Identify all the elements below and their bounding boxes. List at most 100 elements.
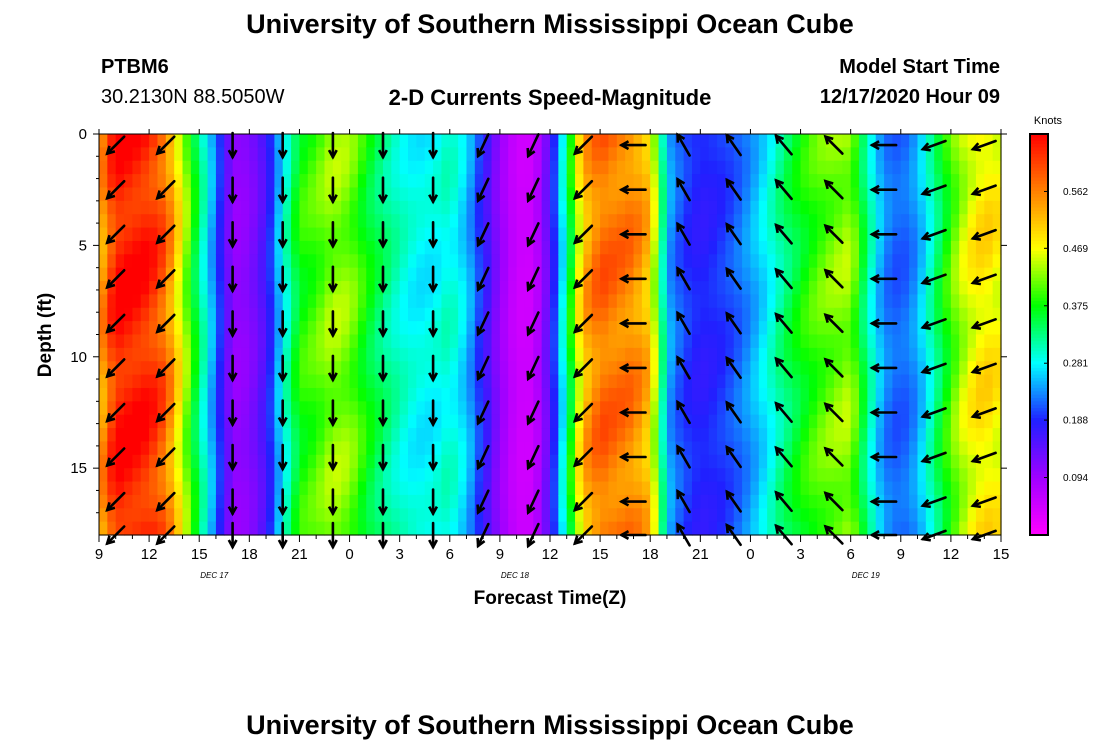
- heatmap-cell: [115, 334, 125, 349]
- heatmap-cell: [992, 508, 1002, 523]
- heatmap-cell: [934, 281, 944, 295]
- heatmap-cell: [433, 281, 443, 295]
- heatmap-cell: [458, 174, 468, 189]
- current-arrow: [155, 358, 176, 379]
- heatmap-cell: [199, 387, 209, 402]
- heatmap-cell: [199, 414, 209, 429]
- heatmap-cell: [174, 468, 184, 483]
- heatmap-cell: [558, 174, 568, 189]
- heatmap-cell: [767, 387, 777, 402]
- colorbar-swatch: [1030, 157, 1048, 162]
- current-arrow: [970, 496, 997, 509]
- current-arrow: [227, 176, 238, 205]
- heatmap-cell: [967, 227, 977, 242]
- colorbar-swatch: [1030, 170, 1048, 175]
- heatmap-cell: [842, 214, 852, 229]
- heatmap-cell: [641, 347, 651, 362]
- heatmap-cell: [474, 454, 484, 469]
- current-arrow: [572, 135, 594, 156]
- heatmap-cell: [934, 227, 944, 242]
- heatmap-cell: [967, 214, 977, 229]
- heatmap-cell: [625, 214, 635, 229]
- heatmap-cell: [215, 147, 225, 162]
- heatmap-cell: [658, 387, 668, 402]
- heatmap-cell: [474, 214, 484, 229]
- heatmap-cell: [566, 361, 576, 376]
- heatmap-cell: [892, 387, 902, 402]
- heatmap-cell: [550, 187, 559, 202]
- footer-title: University of Southern Mississippi Ocean…: [246, 710, 854, 740]
- heatmap-cell: [708, 294, 718, 309]
- heatmap-cell: [165, 187, 175, 202]
- colorbar-swatch: [1030, 160, 1048, 165]
- heatmap-cell: [650, 428, 660, 443]
- heatmap-cell: [274, 508, 284, 523]
- heatmap-cell: [316, 227, 326, 242]
- heatmap-cell: [683, 227, 693, 242]
- current-arrow: [526, 489, 540, 515]
- heatmap-cell: [783, 294, 793, 309]
- heatmap-cell: [391, 414, 401, 429]
- heatmap-cell: [266, 454, 275, 469]
- colorbar-tick-label: 0.469: [1063, 244, 1088, 255]
- heatmap-cell: [508, 307, 518, 322]
- heatmap-cell: [950, 361, 960, 376]
- heatmap-cell: [884, 428, 894, 443]
- heatmap-cell: [115, 521, 125, 536]
- current-arrow: [572, 447, 594, 468]
- heatmap-cell: [992, 428, 1002, 443]
- heatmap-cell: [875, 454, 885, 469]
- heatmap-cell: [257, 321, 267, 336]
- heatmap-cell: [391, 174, 401, 189]
- heatmap-cell: [967, 428, 977, 443]
- heatmap-cell: [349, 521, 359, 536]
- heatmap-cell: [190, 254, 200, 269]
- heatmap-cell: [558, 414, 568, 429]
- current-arrow: [277, 221, 288, 250]
- heatmap-cell: [316, 294, 326, 309]
- heatmap-cell: [224, 387, 234, 402]
- heatmap-cell: [775, 214, 785, 229]
- heatmap-cell: [600, 414, 610, 429]
- heatmap-cell: [224, 307, 234, 322]
- heatmap-cell: [107, 294, 117, 309]
- heatmap-cell: [224, 508, 234, 523]
- heatmap-cell: [349, 494, 359, 509]
- current-arrow: [823, 446, 844, 467]
- heatmap-cell: [516, 254, 526, 269]
- heatmap-cell: [416, 521, 426, 536]
- heatmap-cell: [900, 414, 910, 429]
- heatmap-cell: [641, 454, 651, 469]
- colorbar-swatch: [1030, 484, 1048, 489]
- heatmap-cell: [357, 307, 367, 322]
- heatmap-cell: [99, 428, 108, 443]
- heatmap-cell: [99, 334, 108, 349]
- heatmap-cell: [959, 401, 969, 416]
- heatmap-cell: [257, 187, 267, 202]
- heatmap-cell: [424, 134, 434, 148]
- heatmap-cell: [934, 200, 944, 215]
- heatmap-cell: [984, 334, 994, 349]
- heatmap-cell: [382, 361, 392, 376]
- heatmap-cell: [499, 361, 509, 376]
- heatmap-cell: [984, 214, 994, 229]
- heatmap-cell: [357, 134, 367, 148]
- heatmap-cell: [341, 281, 351, 295]
- heatmap-cell: [499, 334, 509, 349]
- heatmap-cell: [950, 494, 960, 509]
- heatmap-cell: [909, 147, 919, 162]
- heatmap-cell: [566, 254, 576, 269]
- heatmap-cell: [600, 200, 610, 215]
- heatmap-cell: [416, 361, 426, 376]
- heatmap-cell: [900, 387, 910, 402]
- heatmap-cell: [441, 254, 451, 269]
- heatmap-cell: [382, 240, 392, 255]
- heatmap-cell: [316, 468, 326, 483]
- heatmap-cell: [533, 347, 543, 362]
- heatmap-cell: [307, 334, 317, 349]
- heatmap-cell: [199, 454, 209, 469]
- colorbar-unit: Knots: [1034, 115, 1063, 127]
- heatmap-cell: [800, 521, 810, 536]
- heatmap-cell: [942, 454, 952, 469]
- heatmap-cell: [408, 174, 417, 189]
